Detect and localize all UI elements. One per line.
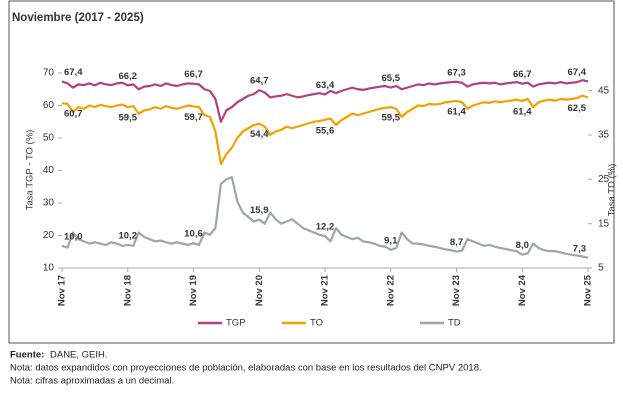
source-label: Fuente: (10, 350, 44, 361)
y-tick-label: 70 (43, 68, 55, 79)
data-label: 7,3 (573, 243, 586, 254)
y2-tick-label: 35 (598, 130, 610, 141)
y-tick-label: 10 (43, 263, 55, 274)
x-tick-label: Nov 22 (385, 275, 396, 306)
data-label: 61,4 (513, 106, 532, 117)
data-label: 66,7 (513, 69, 532, 80)
source: DANE, GEIH. (50, 350, 108, 361)
y2-tick-label: 45 (598, 85, 610, 96)
series-line (61, 94, 589, 166)
data-label: 63,4 (316, 80, 335, 91)
data-label: 10,0 (64, 231, 83, 242)
x-tick-label: Nov 20 (254, 275, 265, 306)
data-label: 66,2 (119, 71, 138, 82)
data-label: 65,5 (382, 73, 401, 84)
x-tick-label: Nov 19 (188, 275, 199, 306)
data-label: 66,7 (184, 69, 203, 80)
data-label: 64,7 (250, 76, 269, 87)
y-tick-label: 30 (43, 198, 55, 209)
data-label: 61,4 (447, 106, 466, 117)
y2-tick-label: 15 (598, 218, 610, 229)
note: Nota: datos expandidos con proyecciones … (10, 363, 482, 374)
data-label: 62,5 (568, 103, 587, 114)
data-label: 67,4 (64, 67, 83, 78)
data-label: 60,7 (64, 109, 83, 120)
y-tick-label: 40 (43, 165, 55, 176)
y-axis-label: Tasa TGP - TO (%) (25, 130, 36, 211)
legend-label: TD (448, 318, 461, 329)
legend-label: TO (310, 318, 323, 329)
data-label: 59,5 (382, 113, 401, 124)
chart-title: Noviembre (2017 - 2025) (12, 12, 144, 24)
y2-axis-label: Tasa TD (%) (607, 164, 618, 217)
x-tick-label: Nov 24 (517, 274, 528, 306)
chart-frame (8, 0, 615, 344)
series-line (61, 176, 589, 259)
data-label: 67,3 (447, 67, 466, 78)
data-label: 54,4 (250, 129, 269, 140)
x-tick-label: Nov 21 (320, 274, 331, 306)
data-label: 15,9 (250, 205, 269, 216)
data-label: 59,7 (184, 112, 203, 123)
x-tick-label: Nov 23 (451, 275, 462, 306)
legend-label: TGP (226, 318, 246, 329)
y-tick-label: 50 (43, 133, 55, 144)
x-tick-label: Nov 25 (583, 274, 594, 306)
data-label: 59,5 (119, 113, 138, 124)
x-tick-label: Nov 17 (57, 275, 68, 306)
data-label: 9,1 (384, 235, 398, 246)
series-line (61, 79, 589, 123)
y2-tick-label: 5 (598, 263, 604, 274)
note: Nota: cifras aproximadas a un decimal. (10, 376, 174, 387)
data-label: 8,7 (450, 237, 463, 248)
data-label: 8,0 (516, 240, 529, 251)
data-label: 10,6 (184, 229, 203, 240)
y-tick-label: 60 (43, 100, 55, 111)
data-label: 10,2 (119, 230, 138, 241)
y2-tick-label: 25 (598, 174, 610, 185)
x-tick-label: Nov 18 (122, 275, 133, 306)
y-tick-label: 20 (43, 230, 55, 241)
data-label: 12,2 (316, 222, 335, 233)
data-label: 67,4 (568, 67, 587, 78)
data-label: 55,6 (316, 125, 335, 136)
